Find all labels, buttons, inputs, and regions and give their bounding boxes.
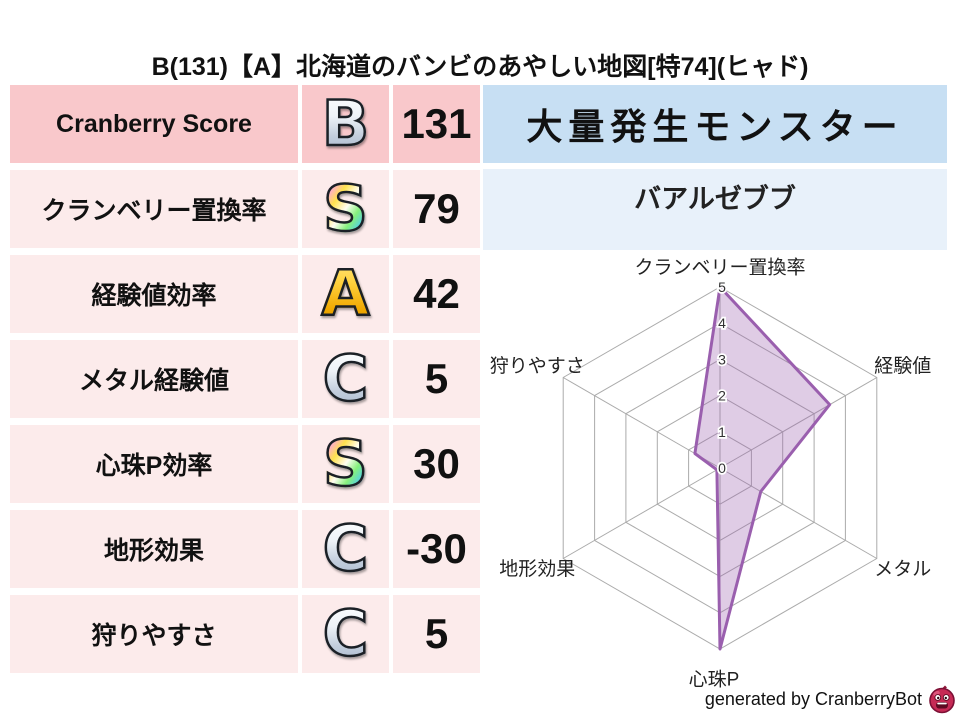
radar-data-polygon xyxy=(693,285,832,651)
grade-letter: B xyxy=(321,85,371,163)
radar-axis-label: 狩りやすさ xyxy=(490,355,585,377)
stats-table: Cranberry Score B 131 クランベリー置換率 S 79 経験値… xyxy=(10,85,480,680)
grade-badge-icon: A xyxy=(302,255,389,333)
table-row: クランベリー置換率 S 79 xyxy=(10,170,480,248)
stat-label: Cranberry Score xyxy=(10,85,298,163)
radar-axis-label: 心珠P xyxy=(689,669,740,691)
grade-letter: C xyxy=(321,595,369,673)
table-row: 経験値効率 A 42 xyxy=(10,255,480,333)
grade-letter: C xyxy=(321,510,369,588)
radar-tick-label: 4 xyxy=(718,315,726,331)
grade-badge-icon: B xyxy=(302,85,389,163)
radar-tick-label: 2 xyxy=(718,388,726,404)
radar-tick-label: 1 xyxy=(718,424,726,440)
table-row: 狩りやすさ C 5 xyxy=(10,595,480,673)
stat-label: 狩りやすさ xyxy=(10,595,298,673)
radar-axis-label: メタル xyxy=(874,558,931,580)
monster-panel-header: 大量発生モンスター xyxy=(483,85,947,163)
radar-spoke xyxy=(562,467,721,559)
table-row: メタル経験値 C 5 xyxy=(10,340,480,418)
table-row: 心珠P効率 S 30 xyxy=(10,425,480,503)
page-title: B(131)【A】北海道のバンビのあやしい地図[特74](ヒャド) xyxy=(151,53,809,81)
grade-letter: S xyxy=(322,425,369,503)
stat-value: 42 xyxy=(393,255,480,333)
monster-name: バアルゼブブ xyxy=(483,169,947,250)
grade-badge-icon: C xyxy=(302,340,389,418)
grade-badge-icon: S xyxy=(302,425,389,503)
radar-axis-label: クランベリー置換率 xyxy=(634,257,805,279)
radar-tick-label: 0 xyxy=(718,460,726,476)
grade-letter: S xyxy=(322,170,369,248)
radar-tick-label: 5 xyxy=(718,279,726,295)
stat-label: 心珠P効率 xyxy=(10,425,298,503)
stat-value: 5 xyxy=(393,340,480,418)
radar-tick-label: 3 xyxy=(718,351,726,367)
grade-letter: C xyxy=(321,340,369,418)
radar-spoke xyxy=(719,467,878,559)
radar-spoke xyxy=(719,377,878,469)
stat-value: 30 xyxy=(393,425,480,503)
stat-label: 地形効果 xyxy=(10,510,298,588)
cranberry-bot-icon xyxy=(929,685,955,714)
stat-value: 131 xyxy=(393,85,480,163)
stat-label: 経験値効率 xyxy=(10,255,298,333)
credit-text: generated by CranberryBot xyxy=(704,688,922,709)
grade-badge-icon: S xyxy=(302,170,389,248)
radar-axis-label: 地形効果 xyxy=(499,558,575,580)
grade-badge-icon: C xyxy=(302,510,389,588)
stat-label: クランベリー置換率 xyxy=(10,170,298,248)
table-row: Cranberry Score B 131 xyxy=(10,85,480,163)
grade-badge-icon: C xyxy=(302,595,389,673)
grade-letter: A xyxy=(320,255,370,333)
stat-value: -30 xyxy=(393,510,480,588)
table-row: 地形効果 C -30 xyxy=(10,510,480,588)
radar-axis-label: 経験値 xyxy=(874,355,931,377)
stat-value: 5 xyxy=(393,595,480,673)
stat-label: メタル経験値 xyxy=(10,340,298,418)
stat-value: 79 xyxy=(393,170,480,248)
footer-credit: generated by CranberryBot xyxy=(705,684,957,714)
